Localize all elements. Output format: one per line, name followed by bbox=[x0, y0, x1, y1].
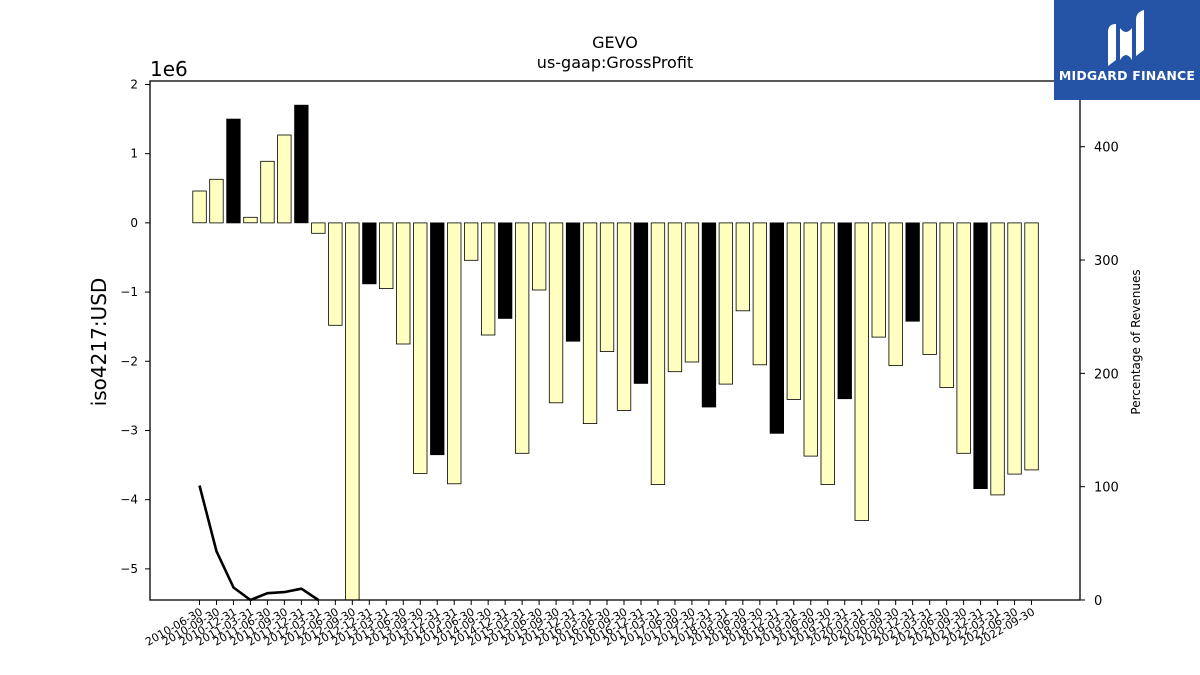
bar-2015-06-30 bbox=[532, 222, 547, 291]
bar-2020-12-31 bbox=[905, 222, 920, 322]
bar-2017-06-30 bbox=[667, 222, 683, 373]
y-tick-label: −2 bbox=[120, 354, 138, 368]
bar-2020-03-31 bbox=[854, 222, 869, 521]
bar-2014-12-31 bbox=[497, 222, 513, 319]
bar-2012-12-31 bbox=[362, 222, 377, 285]
bar-2020-09-30 bbox=[888, 222, 903, 366]
bar-2020-06-30 bbox=[871, 222, 886, 338]
y-tick-label: 1 bbox=[130, 147, 138, 161]
bar-2012-09-30 bbox=[345, 222, 360, 601]
y-tick-label: −4 bbox=[120, 493, 138, 507]
bar-2018-03-31 bbox=[718, 222, 733, 385]
y2-axis-label: Percentage of Revenues bbox=[1129, 269, 1143, 414]
y2-tick-label: 200 bbox=[1094, 367, 1119, 382]
bar-2016-12-31 bbox=[633, 222, 649, 384]
bar-2016-09-30 bbox=[616, 222, 632, 411]
bar-2022-06-30 bbox=[1007, 222, 1022, 475]
bar-2014-06-30 bbox=[463, 222, 479, 261]
bar-2022-09-30 bbox=[1024, 222, 1039, 471]
bar-2012-06-30 bbox=[328, 222, 343, 326]
bar-2011-06-30 bbox=[260, 160, 275, 224]
bar-2018-06-30 bbox=[735, 222, 750, 312]
bar-2017-03-31 bbox=[650, 222, 666, 485]
bar-2013-06-30 bbox=[396, 222, 411, 345]
bar-2011-12-31 bbox=[294, 104, 309, 224]
bar-2011-03-31 bbox=[243, 216, 258, 224]
y2-axis-ticks: 0 100 200 300 400 bbox=[1080, 141, 1119, 609]
bar-2013-03-31 bbox=[379, 222, 394, 289]
bar-2021-12-31 bbox=[973, 222, 988, 490]
y-multiplier-label: 1e6 bbox=[150, 57, 188, 81]
bar-2012-03-31 bbox=[311, 222, 326, 234]
plot-frame bbox=[149, 80, 1081, 601]
bar-2019-03-31 bbox=[786, 222, 801, 400]
bar-2015-09-30 bbox=[548, 222, 564, 404]
bar-2018-09-30 bbox=[752, 222, 767, 366]
bar-2019-09-30 bbox=[820, 222, 835, 485]
y-tick-label: 2 bbox=[130, 77, 138, 91]
bar-2021-03-31 bbox=[922, 222, 937, 355]
y-tick-label: −5 bbox=[120, 562, 138, 576]
x-axis-ticks: 2010-06-302010-09-302010-12-312011-03-31… bbox=[143, 600, 1037, 649]
midgard-logo-icon bbox=[1108, 10, 1144, 66]
bar-2016-06-30 bbox=[599, 222, 615, 352]
bar-2019-06-30 bbox=[803, 222, 818, 457]
bar-2013-12-31 bbox=[430, 222, 445, 456]
midgard-finance-logo: MIDGARD FINANCE bbox=[1054, 0, 1200, 100]
bar-series bbox=[192, 104, 1039, 601]
bar-2021-09-30 bbox=[956, 222, 971, 454]
chart-title: GEVO bbox=[592, 33, 638, 52]
y2-tick-label: 0 bbox=[1094, 594, 1102, 609]
y-tick-label: −3 bbox=[120, 423, 138, 437]
y-axis-label: iso4217:USD bbox=[87, 278, 111, 407]
y2-tick-label: 300 bbox=[1094, 254, 1119, 269]
bar-2017-12-31 bbox=[701, 222, 717, 408]
bar-2021-06-30 bbox=[939, 222, 954, 388]
y-axis-ticks: 2 1 0 −1 −2 −3 −4 −5 bbox=[120, 77, 150, 576]
bar-2018-12-31 bbox=[769, 222, 784, 434]
bar-2010-12-31 bbox=[226, 118, 241, 224]
bar-2019-12-31 bbox=[837, 222, 852, 400]
percentage-line bbox=[198, 485, 320, 602]
bar-2022-03-31 bbox=[990, 222, 1005, 496]
logo-text: MIDGARD FINANCE bbox=[1058, 68, 1196, 83]
y-tick-label: 0 bbox=[130, 216, 138, 230]
bar-2013-09-30 bbox=[413, 222, 428, 474]
bar-2014-03-31 bbox=[447, 222, 462, 485]
bar-2010-09-30 bbox=[209, 178, 224, 224]
y2-tick-label: 400 bbox=[1094, 141, 1119, 156]
bar-2016-03-31 bbox=[582, 222, 598, 424]
bar-2015-03-31 bbox=[515, 222, 530, 454]
chart-subtitle: us-gaap:GrossProfit bbox=[537, 53, 693, 72]
y-tick-label: −1 bbox=[120, 285, 138, 299]
bar-2015-12-31 bbox=[565, 222, 581, 342]
bar-2017-09-30 bbox=[684, 222, 700, 363]
y2-tick-label: 100 bbox=[1094, 481, 1119, 496]
bar-2010-06-30 bbox=[192, 190, 207, 224]
percentage-line-series bbox=[198, 485, 320, 602]
bar-2011-09-30 bbox=[277, 134, 292, 224]
bar-2014-09-30 bbox=[480, 222, 496, 336]
